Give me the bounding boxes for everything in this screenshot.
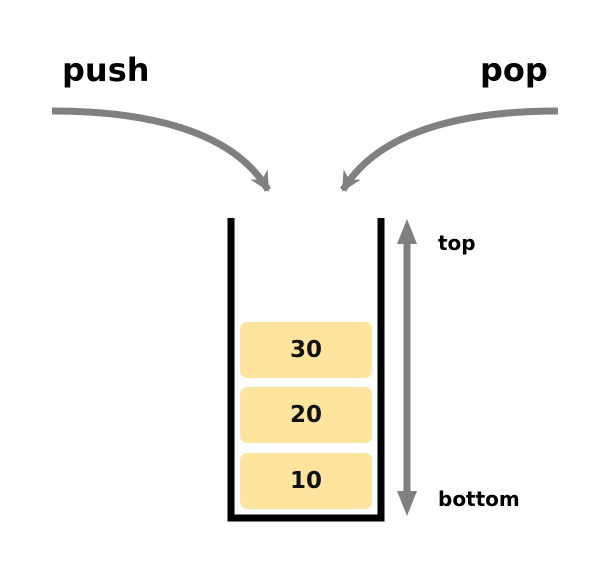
stack-item-30: 30 — [240, 322, 372, 378]
pop-label: pop — [480, 51, 548, 89]
height-arrow-up-head — [397, 219, 417, 244]
height-arrow-down-head — [397, 491, 417, 516]
push-label: push — [62, 51, 150, 89]
push-arrow — [51, 107, 272, 192]
stack-item-10: 10 — [240, 453, 372, 509]
pop-arrow — [339, 107, 559, 192]
stack-container — [227, 218, 385, 522]
bottom-label: bottom — [438, 487, 520, 511]
top-label: top — [438, 231, 476, 255]
stack-item-20: 20 — [240, 387, 372, 443]
